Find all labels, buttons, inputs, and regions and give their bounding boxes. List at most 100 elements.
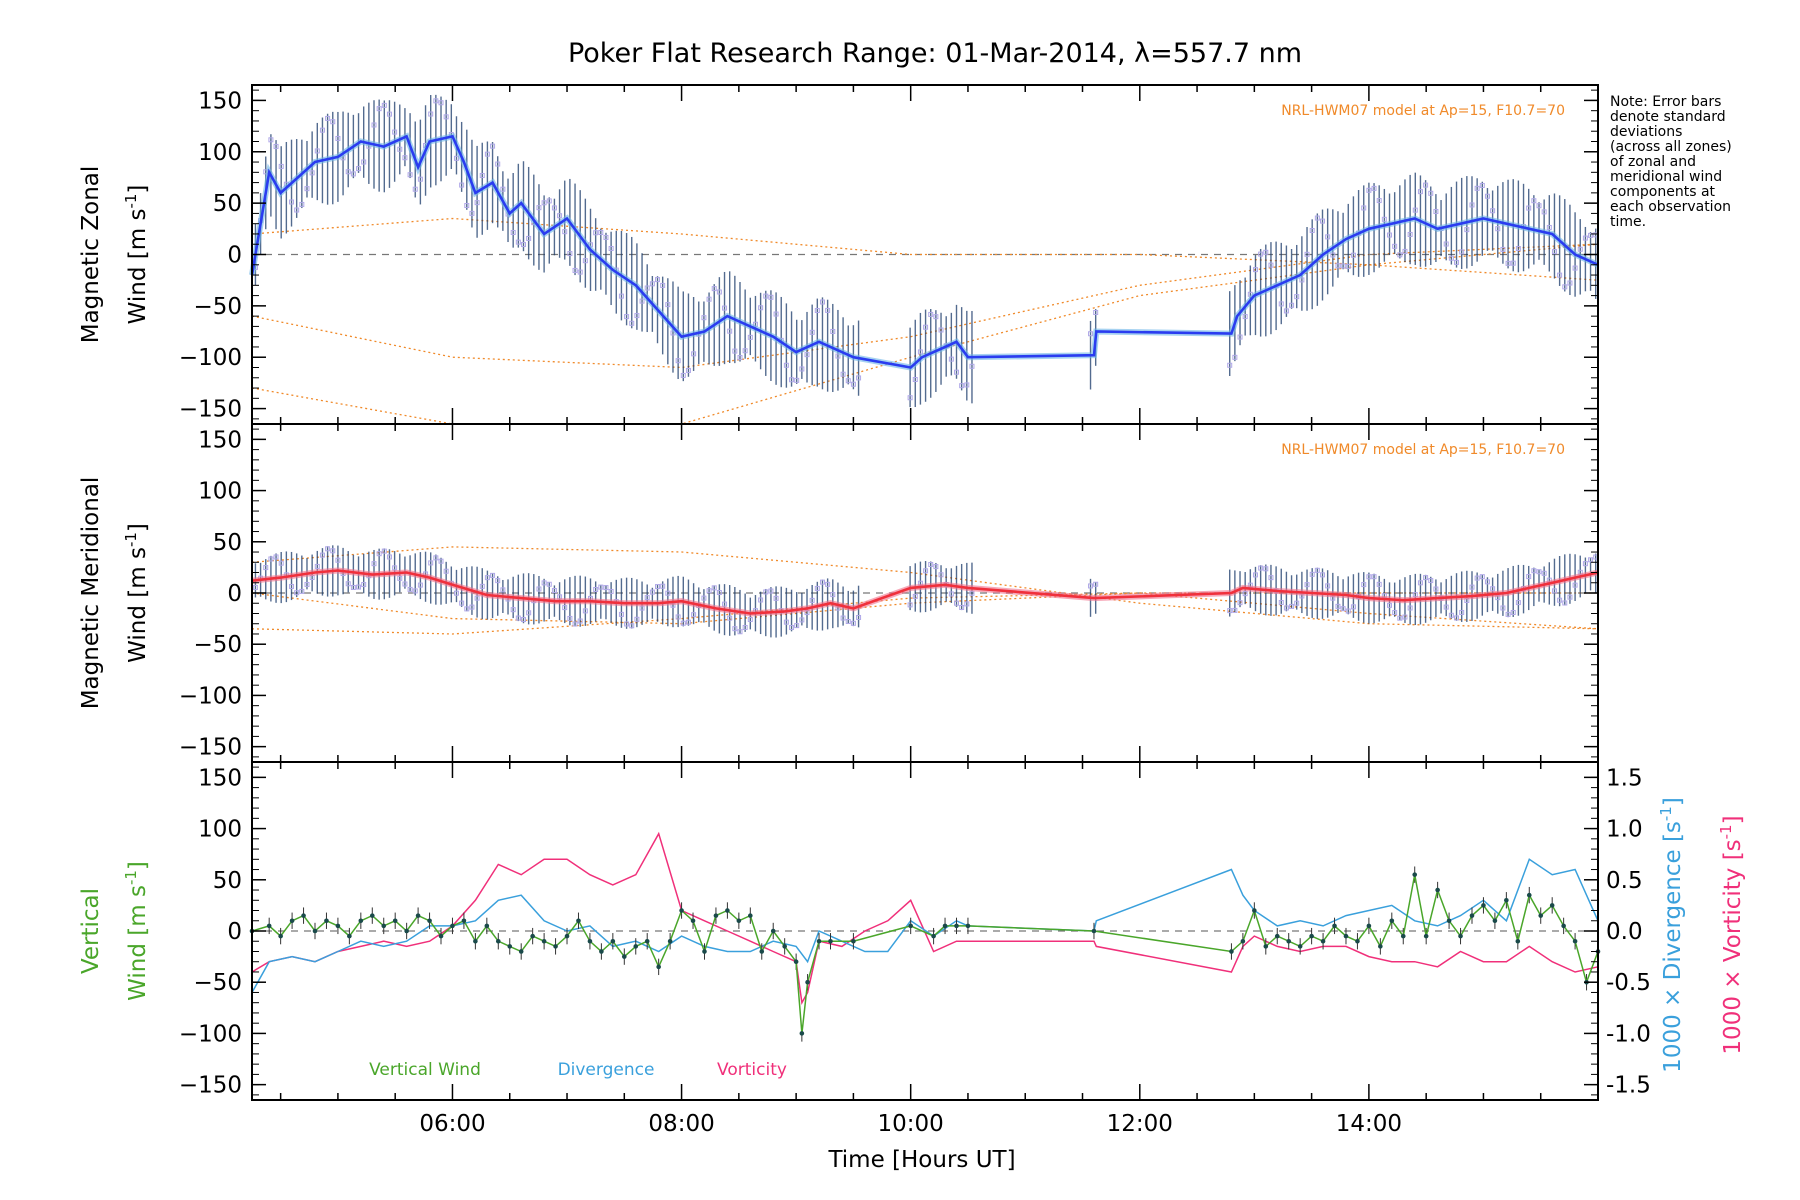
scatter-point [490,572,496,578]
vertical-wind-point [415,913,421,918]
scatter-point [701,315,707,321]
vertical-wind-point [908,923,913,929]
panel-zonal: NRL-HWM07 model at Ap=15, F10.7=70 150 100… [78,84,1600,425]
scatter-point [1407,231,1413,237]
scatter-point [1448,255,1454,261]
vertical-wind-point [541,938,547,944]
scatter-point [1417,580,1423,586]
scatter-point [1490,586,1496,592]
scatter-point [356,166,362,172]
vertical-wind-point [1263,944,1269,949]
y2-tick-label: -1.0 [1606,1021,1651,1047]
scatter-point [598,584,604,590]
scatter-point [1314,567,1320,573]
scatter-point [319,552,325,558]
scatter-point [510,229,516,235]
scatter-point [1258,565,1264,571]
scatter-point [835,353,841,359]
vertical-wind-point [1366,923,1372,929]
scatter-point [1541,209,1547,215]
scatter-point [1417,189,1423,195]
scatter-point [1588,557,1594,563]
vertical-wind-point [324,918,329,924]
scatter-point [763,589,769,595]
vertical-wind-point [404,928,409,934]
scatter-point [1531,198,1537,204]
scatter-point [758,597,764,603]
y-axis-label-line2: Wind [m s-1] [122,861,151,1001]
scatter-point [484,151,490,157]
scatter-point [680,620,686,626]
y2-axis-label-vorticity: 1000 × Vorticity [s-1] [1717,815,1746,1054]
scatter-point [464,606,470,612]
scatter-point [577,618,583,624]
scatter-point [572,267,578,273]
scatter-point [319,127,325,133]
scatter-point [1531,568,1537,574]
y-tick-label: −100 [179,1021,242,1047]
vertical-wind-point [1286,938,1292,944]
scatter-point [747,334,753,340]
scatter-point [567,615,573,621]
scatter-point [716,289,722,295]
scatter-point [737,355,743,361]
scatter-point [268,556,274,562]
scatter-point [1345,608,1351,614]
scatter-point [1340,263,1346,269]
scatter-point [1397,252,1403,258]
vertical-wind-point [369,913,375,918]
vertical-wind-point [1515,938,1521,944]
scatter-point [428,111,434,117]
scatter-point [1479,574,1485,580]
scatter-point [356,584,362,590]
y-tick-label: 0 [227,919,242,945]
scatter-point [634,616,640,622]
scatter-point [567,251,573,257]
scatter-point [1536,203,1542,209]
scatter-point [629,320,635,326]
scatter-point [541,580,547,586]
scatter-point [732,626,738,632]
scatter-point [500,186,506,192]
scatter-point [1289,302,1295,308]
vertical-wind-point [1446,918,1452,924]
scatter-point [520,617,526,623]
scatter-point [1500,246,1506,252]
scatter-point [500,587,506,593]
scatter-point [850,620,856,626]
scatter-point [1495,226,1501,232]
note-text: Note: Error bars denote standard deviati… [1610,94,1732,230]
y2-tick-label: 1.5 [1606,765,1643,791]
scatter-point [964,601,970,607]
scatter-point [948,591,954,597]
scatter-point [680,372,686,378]
scatter-point [1428,190,1434,196]
vertical-wind-point [438,933,444,939]
scatter-point [397,146,403,152]
scatter-point [1582,235,1588,241]
scatter-point [716,590,722,596]
scatter-point [392,565,398,571]
vertical-wind-point [484,923,490,929]
scatter-point [665,302,671,308]
scatter-point [964,382,970,388]
vertical-wind-point [931,933,936,939]
scatter-point [660,583,666,589]
scatter-point [665,590,671,596]
scatter-point [1490,208,1496,214]
scatter-point [799,366,805,372]
scatter-point [1340,606,1346,612]
scatter-point [1412,207,1418,213]
vertical-wind-point [461,918,467,924]
scatter-point [1469,584,1475,590]
vertical-wind-point [942,923,948,929]
note-line: deviations [1610,124,1682,140]
scatter-point [845,619,851,625]
scatter-point [1546,224,1552,230]
x-tick-label: 10:00 [878,1111,944,1137]
scatter-point [783,362,789,368]
scatter-point [263,565,269,571]
scatter-point [381,102,387,108]
y-tick-label: −150 [179,735,242,761]
